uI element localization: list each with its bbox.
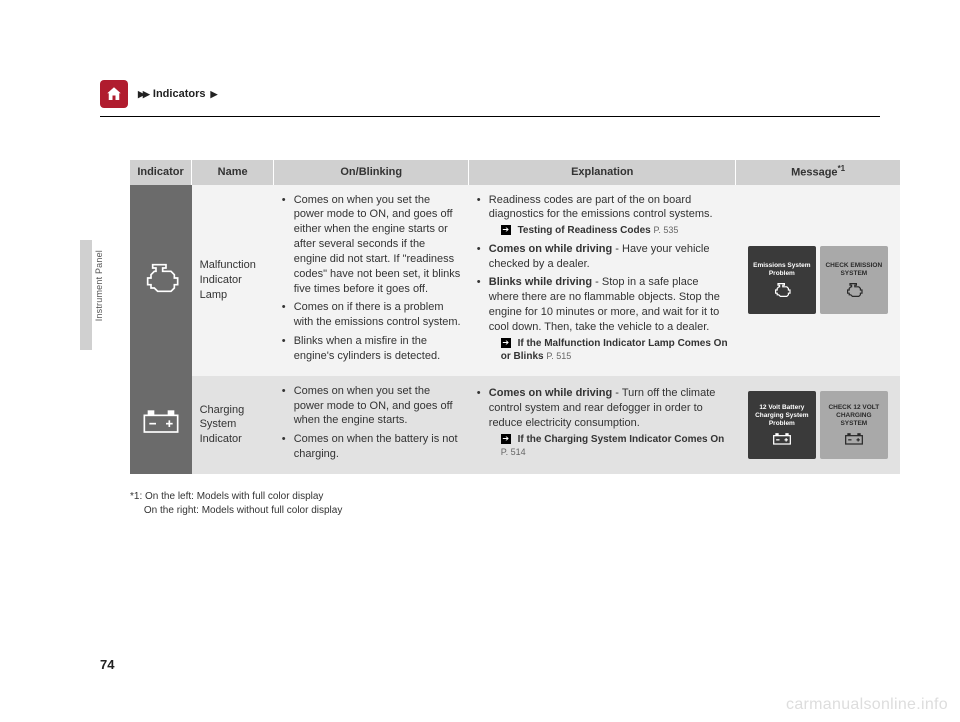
message-cell: 12 Volt Battery Charging System Problem … <box>736 376 900 474</box>
name-cell: Charging System Indicator <box>192 376 274 474</box>
message-tile-color: Emissions System Problem <box>748 246 816 314</box>
side-tab <box>80 240 92 350</box>
bullet-text: Readiness codes are part of the on board… <box>489 194 713 221</box>
page-number: 74 <box>100 657 114 672</box>
message-text: Emissions System Problem <box>752 262 812 278</box>
bullet-lead: Comes on while driving <box>489 387 612 399</box>
onblink-cell: Comes on when you set the power mode to … <box>274 376 469 474</box>
side-section-label: Instrument Panel <box>94 250 104 321</box>
footnote-line: On the left: Models with full color disp… <box>145 491 323 502</box>
battery-icon <box>844 432 864 446</box>
table-header-row: Indicator Name On/Blinking Explanation M… <box>130 160 900 185</box>
bullet: Blinks while driving - Stop in a safe pl… <box>477 275 728 363</box>
engine-icon <box>772 282 792 298</box>
footnote-prefix: *1: <box>130 491 142 502</box>
bullet: Comes on when you set the power mode to … <box>282 384 461 429</box>
indicators-table: Indicator Name On/Blinking Explanation M… <box>130 160 900 474</box>
header-rule <box>100 116 880 117</box>
home-icon[interactable] <box>100 80 128 108</box>
table-row: Charging System Indicator Comes on when … <box>130 376 900 474</box>
col-name: Name <box>192 160 274 185</box>
table-row: Malfunction Indicator Lamp Comes on when… <box>130 185 900 376</box>
col-onblink: On/Blinking <box>274 160 469 185</box>
bullet-lead: Comes on while driving <box>489 243 612 255</box>
message-text: 12 Volt Battery Charging System Problem <box>752 404 812 427</box>
indicator-icon-cell <box>130 185 192 376</box>
bullet: Comes on when the battery is not chargin… <box>282 432 461 462</box>
chevron-right-icon: ▶ <box>211 89 216 99</box>
message-tile-color: 12 Volt Battery Charging System Problem <box>748 391 816 459</box>
cross-ref: ➔ Testing of Readiness Codes P. 535 <box>489 224 728 238</box>
message-cell: Emissions System Problem CHECK EMISSION … <box>736 185 900 376</box>
ref-page: P. 535 <box>654 225 679 235</box>
breadcrumb: ▶▶ Indicators ▶ <box>136 88 217 100</box>
cross-ref: ➔ If the Malfunction Indicator Lamp Come… <box>489 337 728 364</box>
indicator-icon-cell <box>130 376 192 474</box>
explanation-cell: Comes on while driving - Turn off the cl… <box>469 376 736 474</box>
ref-label: If the Charging System Indicator Comes O… <box>518 434 725 445</box>
bullet: Blinks when a misfire in the engine's cy… <box>282 334 461 364</box>
footnote-line: On the right: Models without full color … <box>144 505 342 516</box>
footnote: *1: On the left: Models with full color … <box>130 490 342 518</box>
bullet: Comes on while driving - Turn off the cl… <box>477 386 728 460</box>
bullet: Comes on while driving - Have your vehic… <box>477 242 728 272</box>
chevron-right-icon: ▶▶ <box>138 89 148 99</box>
name-cell: Malfunction Indicator Lamp <box>192 185 274 376</box>
watermark: carmanualsonline.info <box>786 696 948 714</box>
bullet-lead: Blinks while driving <box>489 276 592 288</box>
col-explanation: Explanation <box>469 160 736 185</box>
manual-page: ▶▶ Indicators ▶ Instrument Panel Indicat… <box>0 0 960 722</box>
explanation-cell: Readiness codes are part of the on board… <box>469 185 736 376</box>
cross-ref: ➔ If the Charging System Indicator Comes… <box>489 433 728 460</box>
message-tile-mono: CHECK 12 VOLT CHARGING SYSTEM <box>820 391 888 459</box>
battery-icon <box>141 407 181 437</box>
col-message: Message*1 <box>736 160 900 185</box>
col-message-sup: *1 <box>838 164 846 173</box>
col-message-label: Message <box>791 167 837 179</box>
link-arrow-icon: ➔ <box>501 225 511 235</box>
link-arrow-icon: ➔ <box>501 434 511 444</box>
bullet: Comes on when you set the power mode to … <box>282 193 461 297</box>
onblink-cell: Comes on when you set the power mode to … <box>274 185 469 376</box>
engine-icon <box>844 282 864 298</box>
bullet: Readiness codes are part of the on board… <box>477 193 728 238</box>
bullet: Comes on if there is a problem with the … <box>282 300 461 330</box>
breadcrumb-section: Indicators <box>153 88 206 100</box>
ref-label: If the Malfunction Indicator Lamp Comes … <box>501 338 728 363</box>
ref-page: P. 515 <box>546 351 571 361</box>
ref-page: P. 514 <box>501 447 526 457</box>
message-tile-mono: CHECK EMISSION SYSTEM <box>820 246 888 314</box>
link-arrow-icon: ➔ <box>501 338 511 348</box>
battery-icon <box>772 432 792 446</box>
col-indicator: Indicator <box>130 160 192 185</box>
engine-icon <box>141 261 181 295</box>
ref-label: Testing of Readiness Codes <box>518 225 651 236</box>
message-text: CHECK 12 VOLT CHARGING SYSTEM <box>824 404 884 427</box>
message-text: CHECK EMISSION SYSTEM <box>824 262 884 278</box>
